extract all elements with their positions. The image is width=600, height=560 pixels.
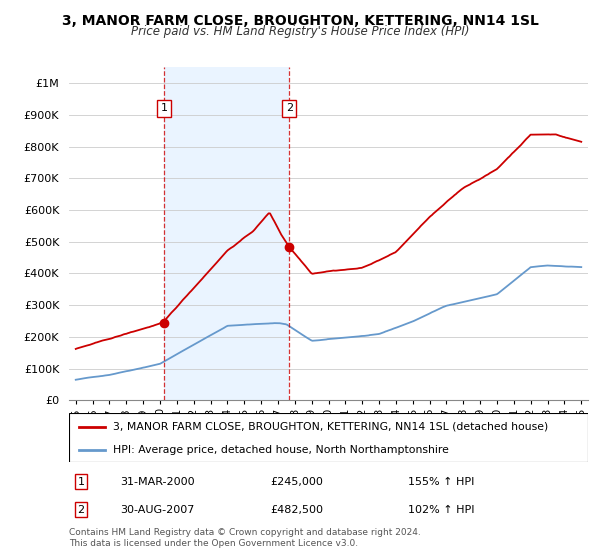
- Text: 31-MAR-2000: 31-MAR-2000: [120, 477, 194, 487]
- Text: Contains HM Land Registry data © Crown copyright and database right 2024.
This d: Contains HM Land Registry data © Crown c…: [69, 528, 421, 548]
- Bar: [164, 67, 289, 400]
- Text: £245,000: £245,000: [270, 477, 323, 487]
- Text: Price paid vs. HM Land Registry's House Price Index (HPI): Price paid vs. HM Land Registry's House …: [131, 25, 469, 38]
- Text: 2: 2: [77, 505, 85, 515]
- Text: 3, MANOR FARM CLOSE, BROUGHTON, KETTERING, NN14 1SL: 3, MANOR FARM CLOSE, BROUGHTON, KETTERIN…: [62, 14, 538, 28]
- Text: £482,500: £482,500: [270, 505, 323, 515]
- Text: 30-AUG-2007: 30-AUG-2007: [120, 505, 194, 515]
- Text: 102% ↑ HPI: 102% ↑ HPI: [408, 505, 475, 515]
- Text: 155% ↑ HPI: 155% ↑ HPI: [408, 477, 475, 487]
- Text: HPI: Average price, detached house, North Northamptonshire: HPI: Average price, detached house, Nort…: [113, 445, 449, 455]
- Text: 2: 2: [286, 104, 293, 114]
- Text: 1: 1: [161, 104, 168, 114]
- Text: 1: 1: [77, 477, 85, 487]
- Text: 3, MANOR FARM CLOSE, BROUGHTON, KETTERING, NN14 1SL (detached house): 3, MANOR FARM CLOSE, BROUGHTON, KETTERIN…: [113, 422, 548, 432]
